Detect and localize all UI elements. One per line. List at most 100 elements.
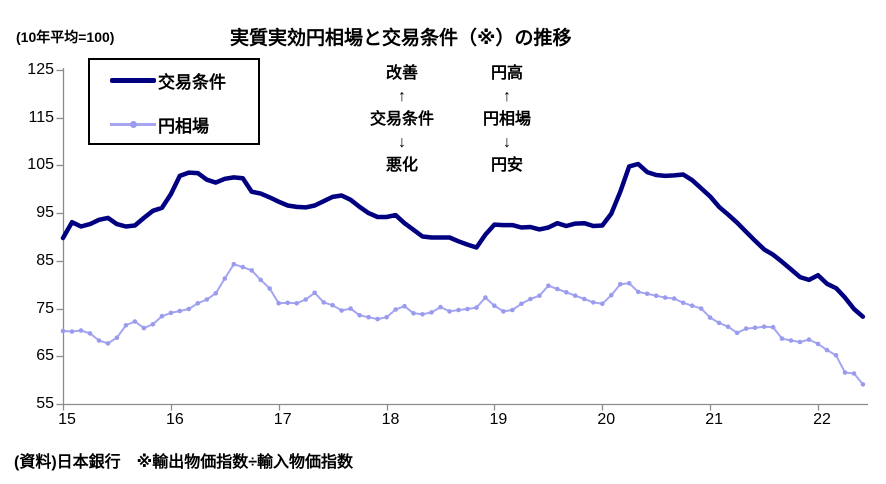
series-marker-yen-rate xyxy=(734,330,740,336)
source-note: (資料)日本銀行 ※輸出物価指数÷輸入物価指数 xyxy=(14,454,353,471)
series-marker-yen-rate xyxy=(276,301,282,306)
y-tick-label: 95 xyxy=(36,204,54,222)
series-marker-yen-rate xyxy=(564,290,569,295)
annotation-terms-of-trade: 改善 ↑ 交易条件 ↓ 悪化 xyxy=(337,62,467,177)
series-marker-yen-rate xyxy=(105,341,111,346)
series-marker-yen-rate xyxy=(150,322,156,327)
series-marker-yen-rate xyxy=(851,371,857,376)
series-marker-yen-rate xyxy=(420,312,425,317)
series-marker-yen-rate xyxy=(159,313,165,319)
series-marker-yen-rate xyxy=(465,306,470,312)
legend-label-yen-rate: 円相場 xyxy=(158,116,209,136)
series-marker-yen-rate xyxy=(294,301,300,306)
series-marker-yen-rate xyxy=(258,277,264,283)
series-marker-yen-rate xyxy=(177,308,183,314)
legend-box: 交易条件 円相場 xyxy=(88,58,260,145)
series-marker-yen-rate xyxy=(806,337,812,342)
series-marker-yen-rate xyxy=(635,289,641,295)
series-marker-yen-rate xyxy=(69,329,75,334)
x-tick-label: 16 xyxy=(165,411,184,428)
series-marker-yen-rate xyxy=(833,353,839,358)
series-marker-yen-rate xyxy=(842,370,848,375)
y-tick-label: 65 xyxy=(36,347,54,365)
up-arrow-icon: ↑ xyxy=(503,88,511,105)
series-line-yen-rate xyxy=(62,263,864,386)
series-marker-yen-rate xyxy=(168,310,174,316)
series-marker-yen-rate xyxy=(824,347,830,353)
y-tick-label: 55 xyxy=(36,395,54,412)
series-marker-yen-rate xyxy=(770,324,776,330)
series-marker-yen-rate xyxy=(662,295,668,300)
x-tick-label: 19 xyxy=(489,411,508,428)
series-marker-yen-rate xyxy=(303,297,309,302)
series-marker-yen-rate xyxy=(573,293,578,299)
series-marker-yen-rate xyxy=(474,305,479,310)
series-marker-yen-rate xyxy=(123,323,129,328)
series-marker-yen-rate xyxy=(321,300,327,305)
series-marker-yen-rate xyxy=(483,295,488,300)
series-marker-yen-rate xyxy=(860,382,866,387)
annotation-yen-rate: 円高 ↑ 円相場 ↓ 円安 xyxy=(442,62,572,177)
series-marker-yen-rate xyxy=(698,306,704,311)
series-marker-yen-rate xyxy=(366,314,371,320)
annotation-yen-strong: 円高 xyxy=(490,65,523,82)
series-marker-yen-rate xyxy=(267,286,273,291)
up-arrow-icon: ↑ xyxy=(398,88,406,105)
x-tick-label: 17 xyxy=(273,411,292,428)
series-marker-yen-rate xyxy=(618,281,623,287)
series-marker-yen-rate xyxy=(429,310,434,315)
series-marker-yen-rate xyxy=(78,328,84,333)
series-marker-yen-rate xyxy=(501,309,506,314)
series-marker-yen-rate xyxy=(330,302,335,308)
series-marker-yen-rate xyxy=(815,341,821,347)
series-marker-yen-rate xyxy=(438,304,443,310)
series-marker-yen-rate xyxy=(114,335,120,341)
series-marker-yen-rate xyxy=(186,306,192,312)
y-tick-label: 105 xyxy=(27,156,54,174)
series-marker-yen-rate xyxy=(528,296,533,302)
series-marker-yen-rate xyxy=(626,281,632,286)
series-marker-yen-rate xyxy=(761,324,767,330)
series-marker-yen-rate xyxy=(213,291,219,296)
annotation-terms-improve: 改善 xyxy=(385,65,418,82)
x-tick-label: 21 xyxy=(705,411,724,428)
series-marker-yen-rate xyxy=(60,328,66,334)
series-marker-yen-rate xyxy=(653,293,659,299)
series-marker-yen-rate xyxy=(141,325,147,331)
series-marker-yen-rate xyxy=(707,315,713,320)
terms-of-trade-line-sample xyxy=(110,77,156,83)
series-marker-yen-rate xyxy=(348,306,353,311)
x-tick-label: 22 xyxy=(813,411,831,428)
series-marker-yen-rate xyxy=(240,264,246,270)
series-marker-yen-rate xyxy=(716,320,722,326)
series-marker-yen-rate xyxy=(689,303,695,309)
annotation-yen-weak: 円安 xyxy=(490,157,523,174)
annotation-terms-name: 交易条件 xyxy=(369,111,434,128)
annotation-terms-worsen: 悪化 xyxy=(385,157,418,174)
annotation-yen-name: 円相場 xyxy=(482,111,531,128)
series-marker-yen-rate xyxy=(339,308,344,313)
series-marker-yen-rate xyxy=(132,319,138,324)
series-marker-yen-rate xyxy=(87,331,93,336)
series-marker-yen-rate xyxy=(546,283,551,289)
y-tick-label: 115 xyxy=(28,108,54,126)
series-marker-yen-rate xyxy=(357,313,362,318)
series-marker-yen-rate xyxy=(510,307,515,313)
series-marker-yen-rate xyxy=(204,297,210,302)
series-marker-yen-rate xyxy=(644,291,650,297)
series-marker-yen-rate xyxy=(797,339,803,345)
x-tick-label: 15 xyxy=(58,411,76,428)
x-tick-label: 18 xyxy=(381,411,400,428)
series-marker-yen-rate xyxy=(582,296,587,302)
y-tick-label: 125 xyxy=(27,61,54,78)
terms-of-trade-line-swatch xyxy=(110,77,156,83)
series-marker-yen-rate xyxy=(492,303,497,309)
series-line-terms-of-trade xyxy=(60,161,866,319)
series-marker-yen-rate xyxy=(743,326,749,331)
series-marker-yen-rate xyxy=(411,311,416,316)
series-marker-yen-rate xyxy=(195,301,201,306)
down-arrow-icon: ↓ xyxy=(503,134,511,151)
series-marker-yen-rate xyxy=(249,268,254,273)
